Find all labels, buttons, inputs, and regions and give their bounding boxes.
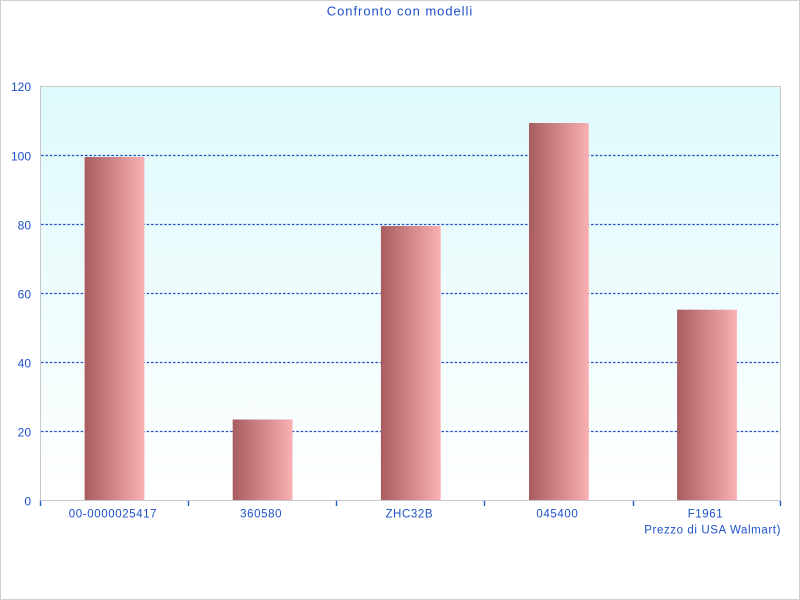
svg-text:100: 100: [11, 150, 31, 164]
svg-text:00-0000025417: 00-0000025417: [69, 509, 157, 521]
svg-text:80: 80: [18, 219, 32, 233]
svg-text:60: 60: [18, 288, 32, 302]
svg-text:20: 20: [18, 426, 32, 440]
svg-text:120: 120: [11, 80, 31, 94]
svg-text:Confronto con modelli: Confronto con modelli: [327, 4, 473, 19]
svg-text:045400: 045400: [536, 509, 578, 521]
svg-text:360580: 360580: [240, 509, 282, 521]
svg-text:Prezzo di USA Walmart): Prezzo di USA Walmart): [644, 525, 781, 537]
svg-text:F1961: F1961: [688, 509, 724, 521]
svg-text:ZHC32B: ZHC32B: [385, 509, 433, 521]
svg-text:0: 0: [24, 495, 31, 509]
svg-text:40: 40: [18, 357, 32, 371]
